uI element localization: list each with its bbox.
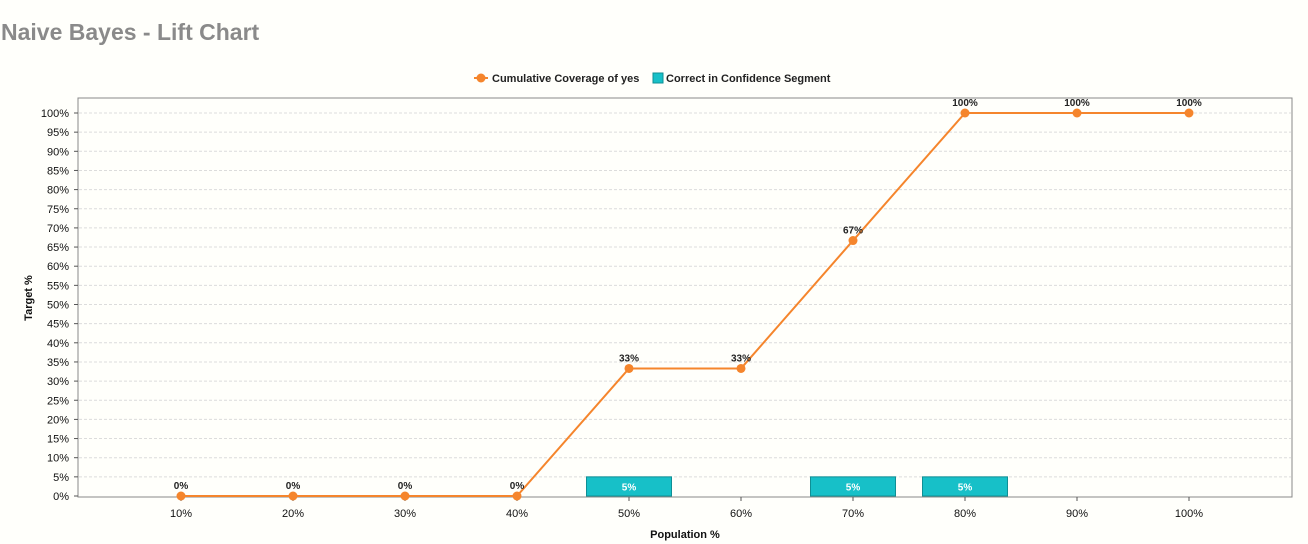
coverage-point bbox=[176, 491, 186, 501]
legend-label-cumulative-coverage: Cumulative Coverage of yes bbox=[492, 73, 639, 85]
coverage-point bbox=[512, 491, 522, 501]
cumulative-coverage-series: 0% 0% 0% 0% 33% 33% 67% 100% 100% 100% bbox=[174, 98, 1202, 501]
grid-lines bbox=[79, 112, 1291, 478]
coverage-data-label: 0% bbox=[286, 481, 301, 492]
x-tick-label: 90% bbox=[1066, 508, 1088, 520]
y-tick-label: 55% bbox=[47, 280, 69, 292]
x-tick-label: 10% bbox=[170, 508, 192, 520]
y-tick-label: 65% bbox=[47, 242, 69, 254]
y-tick-label: 85% bbox=[47, 165, 69, 177]
x-tick-label: 80% bbox=[954, 508, 976, 520]
coverage-data-label: 100% bbox=[1176, 98, 1202, 109]
chart-legend: Cumulative Coverage of yes Correct in Co… bbox=[474, 72, 831, 85]
x-tick-label: 100% bbox=[1175, 508, 1203, 520]
y-axis-ticks: 0% 5% 10% 15% 20% 25% 30% 35% 40% 45% 50% 55% 60% 65%… bbox=[41, 108, 78, 503]
y-tick-label: 80% bbox=[47, 185, 69, 197]
y-tick-label: 20% bbox=[47, 414, 69, 426]
coverage-data-label: 100% bbox=[1064, 98, 1090, 109]
y-tick-label: 5% bbox=[53, 472, 69, 484]
x-axis-ticks: 10% 20% 30% 40% 50% 60% 70% 80% 90% 100% bbox=[170, 497, 1203, 520]
bar-value-label: 5% bbox=[622, 482, 637, 493]
bar-value-label: 5% bbox=[958, 482, 973, 493]
confidence-bar bbox=[810, 476, 896, 497]
y-tick-label: 10% bbox=[47, 453, 69, 465]
y-tick-label: 35% bbox=[47, 357, 69, 369]
confidence-segment-bars: 5% 5% 5% bbox=[586, 476, 1008, 497]
y-tick-label: 95% bbox=[47, 127, 69, 139]
chart-title: Naive Bayes - Lift Chart bbox=[1, 19, 260, 45]
coverage-point bbox=[848, 236, 858, 246]
x-tick-label: 30% bbox=[394, 508, 416, 520]
y-tick-label: 75% bbox=[47, 204, 69, 216]
coverage-point bbox=[1184, 108, 1194, 118]
coverage-line bbox=[181, 112, 1189, 497]
x-tick-label: 20% bbox=[282, 508, 304, 520]
y-axis-title: Target % bbox=[23, 275, 35, 321]
plot-area bbox=[77, 97, 1293, 498]
y-tick-label: 50% bbox=[47, 300, 69, 312]
coverage-data-label: 100% bbox=[952, 98, 978, 109]
x-axis-title: Population % bbox=[650, 529, 720, 541]
y-tick-label: 45% bbox=[47, 319, 69, 331]
x-tick-label: 50% bbox=[618, 508, 640, 520]
y-tick-label: 15% bbox=[47, 434, 69, 446]
coverage-data-label: 0% bbox=[174, 481, 189, 492]
coverage-data-label: 33% bbox=[619, 353, 639, 364]
x-tick-label: 60% bbox=[730, 508, 752, 520]
coverage-point bbox=[736, 363, 746, 373]
coverage-data-label: 67% bbox=[843, 226, 863, 237]
y-tick-label: 40% bbox=[47, 338, 69, 350]
coverage-point bbox=[400, 491, 410, 501]
coverage-point bbox=[624, 363, 634, 373]
coverage-data-label: 0% bbox=[398, 481, 413, 492]
legend-item-correct-in-segment[interactable]: Correct in Confidence Segment bbox=[652, 72, 831, 85]
coverage-data-label: 33% bbox=[731, 353, 751, 364]
y-tick-label: 100% bbox=[41, 108, 69, 120]
y-tick-label: 60% bbox=[47, 261, 69, 273]
y-tick-label: 0% bbox=[53, 491, 69, 503]
legend-label-correct-in-segment: Correct in Confidence Segment bbox=[666, 73, 831, 85]
coverage-data-label: 0% bbox=[510, 481, 525, 492]
y-tick-label: 25% bbox=[47, 395, 69, 407]
y-tick-label: 70% bbox=[47, 223, 69, 235]
x-tick-label: 40% bbox=[506, 508, 528, 520]
y-tick-label: 90% bbox=[47, 146, 69, 158]
coverage-point bbox=[1072, 108, 1082, 118]
coverage-point bbox=[960, 108, 970, 118]
coverage-point bbox=[288, 491, 298, 501]
confidence-bar bbox=[586, 476, 672, 497]
bar-value-label: 5% bbox=[846, 482, 861, 493]
y-tick-label: 30% bbox=[47, 376, 69, 388]
x-tick-label: 70% bbox=[842, 508, 864, 520]
legend-item-cumulative-coverage[interactable]: Cumulative Coverage of yes bbox=[474, 73, 639, 85]
confidence-bar bbox=[922, 476, 1008, 497]
